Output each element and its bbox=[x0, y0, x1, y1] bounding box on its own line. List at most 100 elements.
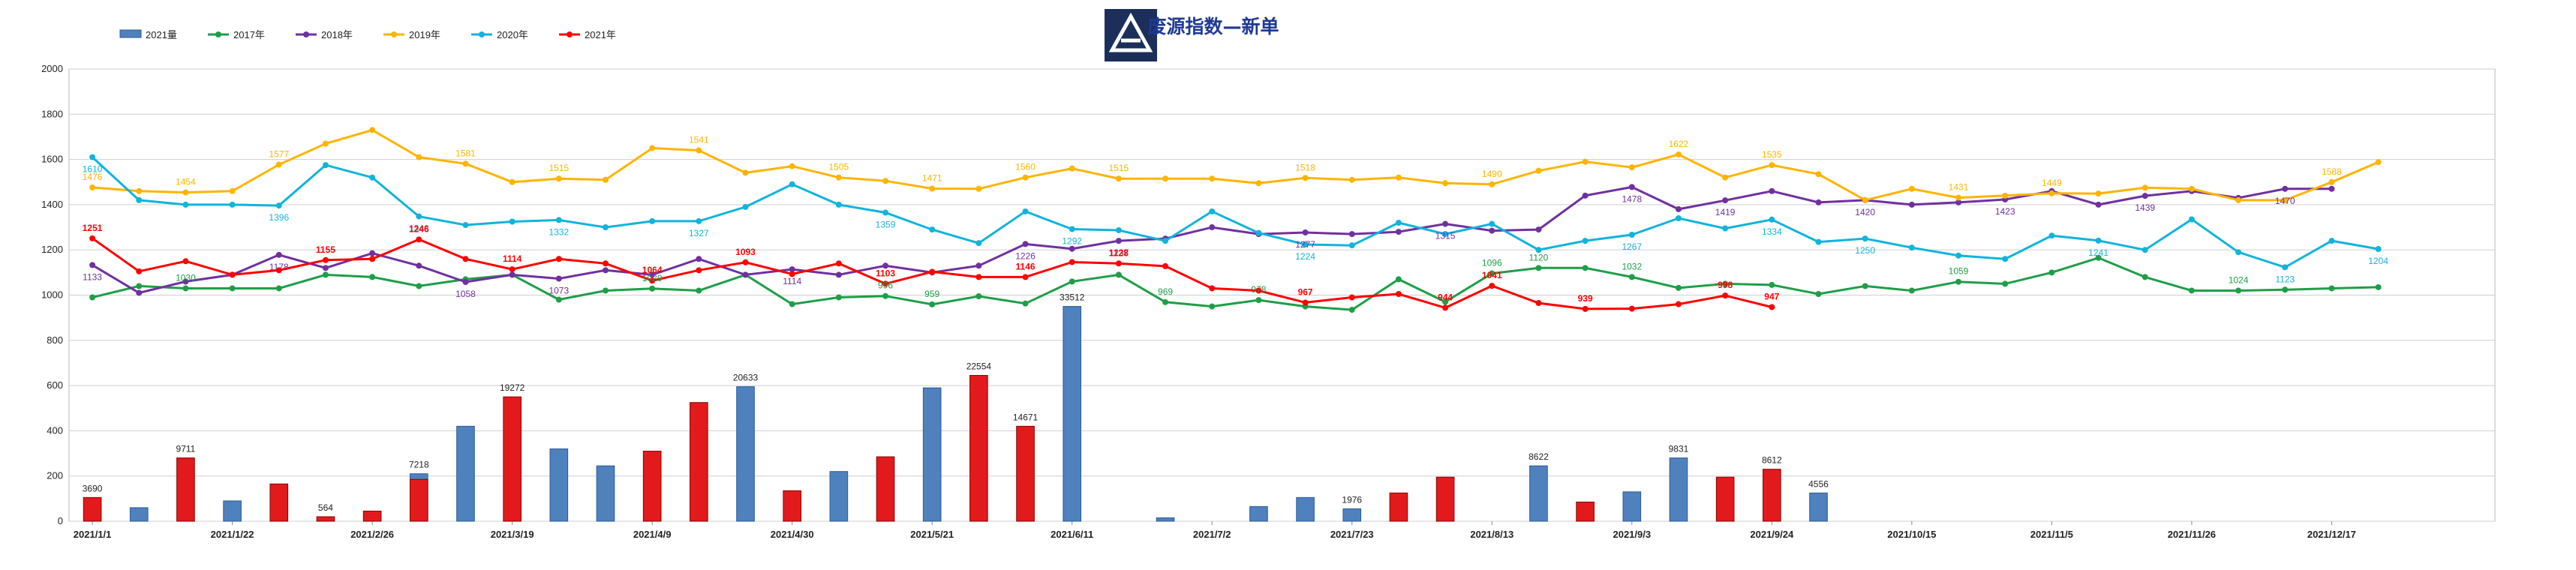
line-label: 1059 bbox=[1949, 266, 1969, 277]
series-point bbox=[462, 222, 469, 229]
series-point bbox=[696, 256, 702, 262]
series-point bbox=[322, 265, 329, 272]
series-point bbox=[975, 240, 982, 247]
line-label: 1224 bbox=[1295, 251, 1315, 262]
series-point bbox=[1489, 227, 1495, 234]
series-point bbox=[369, 174, 376, 181]
bar-label: 8612 bbox=[1762, 455, 1782, 466]
line-label: 1505 bbox=[829, 162, 849, 172]
bar-label: 22554 bbox=[966, 362, 992, 372]
series-point bbox=[1769, 188, 1775, 194]
line-label: 1478 bbox=[1622, 194, 1642, 204]
series-point bbox=[1162, 262, 1169, 269]
bar bbox=[1156, 517, 1175, 522]
x-tick-label: 2021/6/11 bbox=[1051, 529, 1093, 540]
series-point bbox=[275, 267, 282, 274]
legend: 2021量 2017年 2018年 2019年 2020年 2021年 bbox=[119, 29, 616, 40]
series-point bbox=[1675, 214, 1682, 221]
y-tick-label: 1800 bbox=[41, 108, 63, 119]
line-label: 944 bbox=[1438, 292, 1453, 302]
series-point bbox=[2235, 249, 2242, 256]
series-point bbox=[1489, 181, 1495, 188]
line-label: 1041 bbox=[1482, 270, 1502, 280]
series-point bbox=[975, 185, 982, 192]
line-label: 1120 bbox=[1529, 252, 1549, 262]
series-point bbox=[1675, 284, 1682, 291]
bar bbox=[1342, 508, 1362, 522]
series-point bbox=[1769, 162, 1775, 169]
lines-group bbox=[89, 127, 2382, 314]
series-point bbox=[555, 176, 562, 182]
series-point bbox=[882, 292, 889, 299]
series-point bbox=[2282, 196, 2289, 203]
line-label: 969 bbox=[1158, 286, 1173, 297]
line-label: 1251 bbox=[83, 223, 103, 233]
line-label: 1064 bbox=[642, 265, 663, 275]
series-point bbox=[416, 213, 422, 220]
bar bbox=[1296, 496, 1315, 522]
series-point bbox=[182, 201, 189, 208]
series-point bbox=[2095, 254, 2102, 261]
series-point bbox=[229, 188, 236, 194]
line-label: 967 bbox=[1298, 286, 1313, 297]
series-point bbox=[1255, 297, 1262, 304]
series-point bbox=[2048, 232, 2055, 239]
line-label: 1178 bbox=[269, 262, 289, 272]
series-point bbox=[602, 260, 609, 267]
series-point bbox=[182, 258, 189, 265]
series-point bbox=[789, 163, 795, 170]
series-point bbox=[1628, 305, 1635, 312]
series-point bbox=[1582, 265, 1589, 272]
series-point bbox=[835, 294, 842, 301]
line-label: 1032 bbox=[1622, 261, 1642, 272]
series-point bbox=[1675, 301, 1682, 308]
bar bbox=[783, 490, 801, 522]
bar bbox=[1576, 501, 1595, 522]
series-point bbox=[462, 160, 469, 167]
x-tick-label: 2021/4/9 bbox=[633, 529, 672, 540]
bar-label: 564 bbox=[318, 502, 333, 513]
series-point bbox=[555, 296, 562, 303]
line-label: 1096 bbox=[1482, 258, 1502, 268]
series-point bbox=[882, 209, 889, 216]
line-label: 1359 bbox=[876, 219, 896, 230]
bar bbox=[1249, 506, 1268, 522]
series-point bbox=[1582, 305, 1589, 312]
line-label: 1334 bbox=[1762, 226, 1782, 237]
series-point bbox=[2002, 192, 2009, 199]
series-point bbox=[1115, 226, 1122, 233]
series-point bbox=[229, 272, 236, 278]
line-label: 1622 bbox=[1669, 139, 1689, 149]
series-point bbox=[1115, 176, 1122, 182]
line-label: 1423 bbox=[1995, 206, 2015, 217]
series-point bbox=[2328, 238, 2335, 244]
series-point bbox=[602, 176, 609, 183]
line-label: 1327 bbox=[689, 228, 709, 238]
series-point bbox=[789, 271, 795, 278]
bar-label: 33512 bbox=[1060, 292, 1085, 303]
bar bbox=[1669, 458, 1688, 522]
y-tick-label: 600 bbox=[47, 380, 63, 391]
bar-label: 1976 bbox=[1342, 494, 1362, 505]
series-point bbox=[1489, 283, 1495, 290]
bar bbox=[1763, 469, 1781, 522]
series-point bbox=[1255, 180, 1262, 187]
line-label: 1454 bbox=[176, 177, 196, 188]
series-point bbox=[1209, 224, 1216, 231]
bar-label: 20633 bbox=[733, 373, 759, 383]
series-point bbox=[89, 262, 96, 268]
series-point bbox=[555, 275, 562, 282]
series-point bbox=[229, 285, 236, 292]
bar bbox=[690, 402, 708, 522]
legend-swatch bbox=[119, 29, 142, 38]
series-point bbox=[136, 290, 143, 296]
bar bbox=[549, 448, 569, 522]
series-point bbox=[929, 301, 936, 308]
x-tick-label: 2021/9/24 bbox=[1750, 529, 1794, 540]
series-point bbox=[1722, 197, 1729, 204]
bar bbox=[1389, 492, 1408, 522]
series-point bbox=[1069, 165, 1075, 172]
series-point bbox=[1628, 274, 1635, 280]
series-point bbox=[322, 140, 329, 147]
